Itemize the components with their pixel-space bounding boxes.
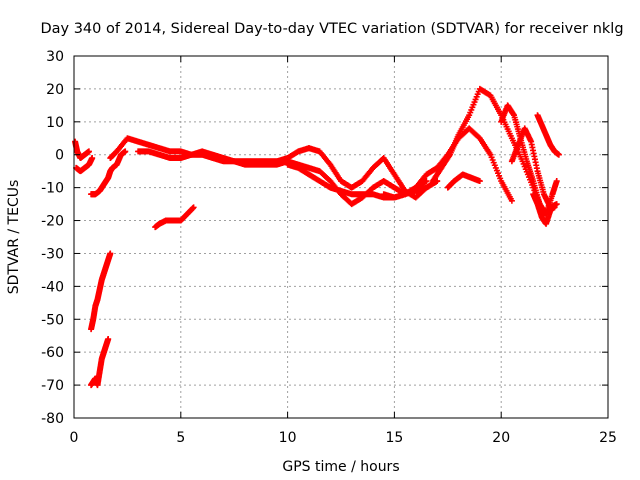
data-point bbox=[553, 178, 560, 185]
x-axis-label: GPS time / hours bbox=[282, 459, 399, 475]
x-tick-label: 5 bbox=[176, 430, 185, 446]
series-track-n bbox=[444, 171, 483, 191]
series-track-a bbox=[72, 138, 92, 162]
x-tick-label: 10 bbox=[279, 430, 297, 446]
x-tick-label: 15 bbox=[385, 430, 403, 446]
series-track-o bbox=[498, 102, 560, 217]
y-tick-label: -30 bbox=[41, 246, 64, 262]
data-point bbox=[85, 148, 92, 155]
data-point bbox=[190, 204, 197, 211]
series-track-b bbox=[73, 155, 96, 175]
y-axis-label: SDTVAR / TECUs bbox=[6, 180, 22, 295]
y-tick-label: -50 bbox=[41, 312, 64, 328]
y-tick-label: 0 bbox=[55, 148, 64, 164]
data-point bbox=[476, 178, 483, 185]
x-tick-label: 25 bbox=[599, 430, 617, 446]
y-tick-label: 20 bbox=[46, 82, 64, 98]
series-track-p bbox=[508, 125, 560, 211]
data-point bbox=[105, 336, 112, 343]
data-point bbox=[107, 250, 114, 257]
data-point bbox=[553, 201, 560, 208]
y-tick-label: 30 bbox=[46, 49, 64, 65]
y-tick-label: 10 bbox=[46, 115, 64, 131]
plot-frame bbox=[73, 55, 609, 419]
series-track-g bbox=[135, 148, 291, 168]
x-tick-label: 0 bbox=[70, 430, 79, 446]
series-track-e bbox=[88, 336, 112, 389]
chart-title: Day 340 of 2014, Sidereal Day-to-day VTE… bbox=[40, 21, 623, 37]
series-track-c bbox=[88, 148, 129, 198]
data-marks bbox=[72, 85, 562, 389]
y-tick-label: -60 bbox=[41, 345, 64, 361]
series-track-q bbox=[534, 112, 562, 158]
data-point bbox=[423, 178, 430, 185]
series-track-r bbox=[530, 191, 554, 227]
y-tick-label: -70 bbox=[41, 378, 64, 394]
data-point bbox=[547, 207, 554, 214]
y-tick-label: -40 bbox=[41, 279, 64, 295]
data-point bbox=[89, 155, 96, 162]
series-track-d bbox=[88, 250, 114, 333]
y-tick-label: -80 bbox=[41, 411, 64, 427]
data-point bbox=[508, 197, 515, 204]
series-track-h bbox=[152, 204, 197, 231]
axis-ticks: 0 5 10 15 20 25 -80 -70 -60 -50 -40 -30 -20 -10 0 10 20 3… bbox=[41, 49, 617, 446]
data-point bbox=[555, 151, 562, 158]
data-point bbox=[122, 148, 129, 155]
grid-lines bbox=[74, 56, 608, 418]
y-tick-label: -20 bbox=[41, 214, 64, 230]
x-tick-label: 20 bbox=[492, 430, 510, 446]
y-tick-label: -10 bbox=[41, 181, 64, 197]
